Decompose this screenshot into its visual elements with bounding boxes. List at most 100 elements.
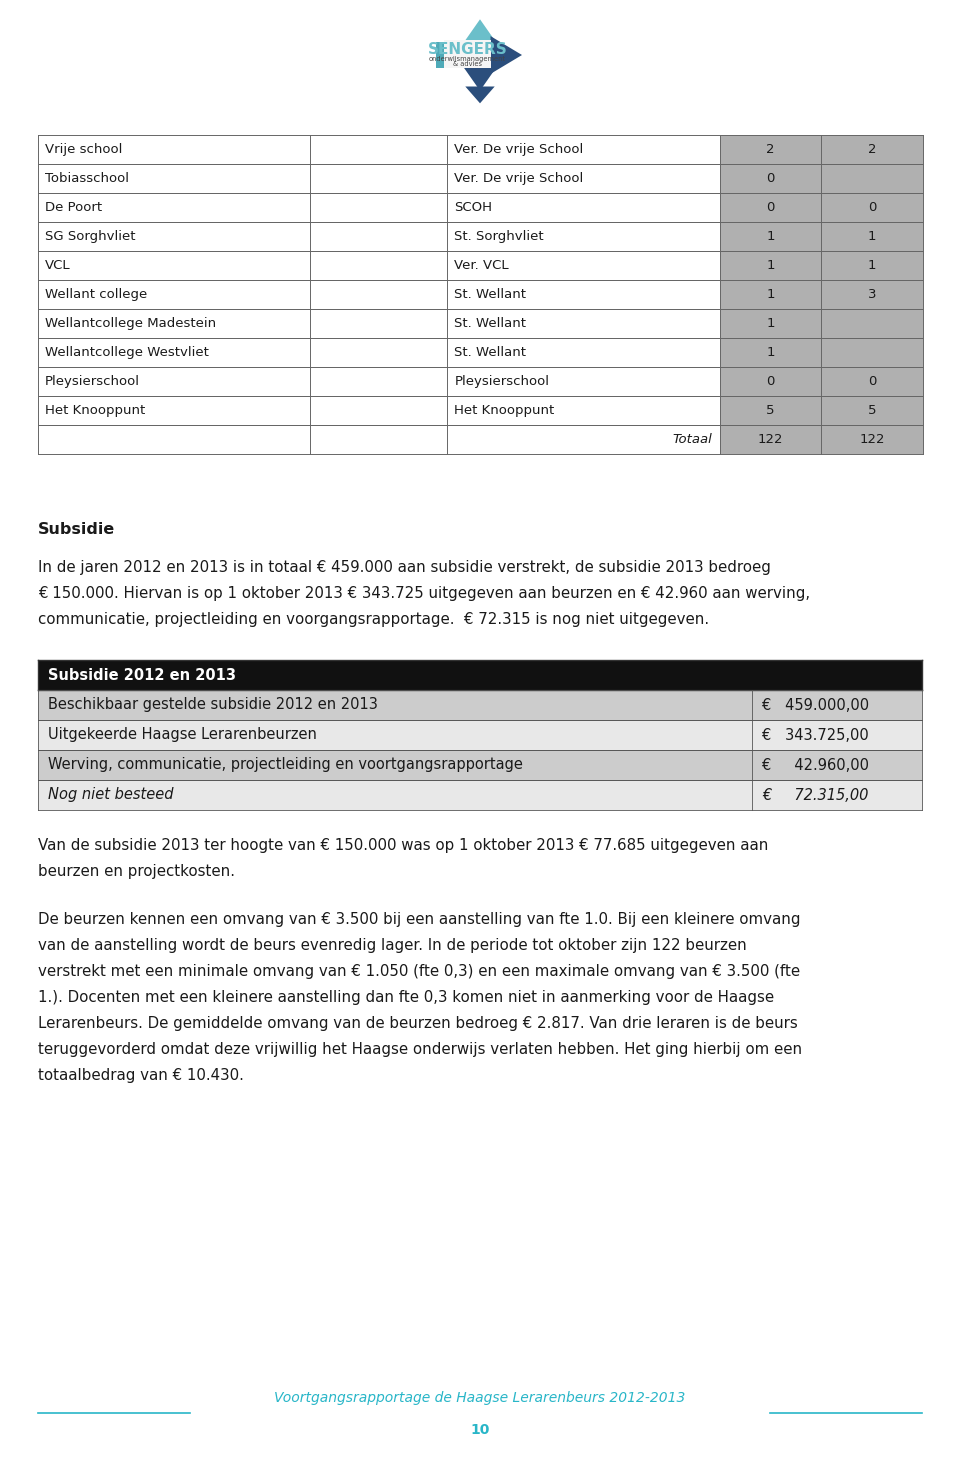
Text: & advies: & advies bbox=[453, 62, 482, 67]
Bar bbox=[720, 280, 821, 309]
Text: teruggevorderd omdat deze vrijwillig het Haagse onderwijs verlaten hebben. Het g: teruggevorderd omdat deze vrijwillig het… bbox=[38, 1042, 803, 1058]
Text: 0: 0 bbox=[868, 375, 876, 388]
Polygon shape bbox=[450, 19, 510, 62]
Text: Pleysierschool: Pleysierschool bbox=[45, 375, 140, 388]
Text: 0: 0 bbox=[868, 201, 876, 214]
Text: Subsidie: Subsidie bbox=[38, 522, 115, 538]
Text: SG Sorghvliet: SG Sorghvliet bbox=[45, 230, 135, 243]
Text: verstrekt met een minimale omvang van € 1.050 (fte 0,3) en een maximale omvang v: verstrekt met een minimale omvang van € … bbox=[38, 964, 800, 979]
Text: van de aanstelling wordt de beurs evenredig lager. In de periode tot oktober zij: van de aanstelling wordt de beurs evenre… bbox=[38, 938, 747, 954]
Bar bbox=[821, 164, 923, 193]
Text: Werving, communicatie, projectleiding en voortgangsrapportage: Werving, communicatie, projectleiding en… bbox=[48, 757, 523, 772]
Bar bbox=[38, 719, 752, 750]
Text: 10: 10 bbox=[470, 1423, 490, 1437]
Text: 2: 2 bbox=[868, 144, 876, 155]
Text: 0: 0 bbox=[766, 171, 775, 185]
Bar bbox=[720, 368, 821, 396]
Bar bbox=[720, 193, 821, 223]
Bar bbox=[821, 368, 923, 396]
Text: € 150.000. Hiervan is op 1 oktober 2013 € 343.725 uitgegeven aan beurzen en € 42: € 150.000. Hiervan is op 1 oktober 2013 … bbox=[38, 586, 810, 601]
Bar bbox=[720, 164, 821, 193]
Text: Ver. De vrije School: Ver. De vrije School bbox=[454, 171, 584, 185]
Text: In de jaren 2012 en 2013 is in totaal € 459.000 aan subsidie verstrekt, de subsi: In de jaren 2012 en 2013 is in totaal € … bbox=[38, 560, 771, 574]
Text: onderwijsmanagement: onderwijsmanagement bbox=[429, 56, 506, 62]
Text: beurzen en projectkosten.: beurzen en projectkosten. bbox=[38, 864, 235, 879]
Text: St. Wellant: St. Wellant bbox=[454, 316, 526, 330]
Bar bbox=[821, 193, 923, 223]
Bar bbox=[720, 396, 821, 425]
Text: 5: 5 bbox=[868, 404, 876, 418]
Text: Van de subsidie 2013 ter hoogte van € 150.000 was op 1 oktober 2013 € 77.685 uit: Van de subsidie 2013 ter hoogte van € 15… bbox=[38, 838, 768, 853]
Text: St. Wellant: St. Wellant bbox=[454, 289, 526, 300]
Bar bbox=[821, 251, 923, 280]
Polygon shape bbox=[491, 37, 522, 73]
Text: Uitgekeerde Haagse Lerarenbeurzen: Uitgekeerde Haagse Lerarenbeurzen bbox=[48, 728, 317, 743]
Text: communicatie, projectleiding en voorgangsrapportage.  € 72.315 is nog niet uitge: communicatie, projectleiding en voorgang… bbox=[38, 612, 709, 627]
Text: Het Knooppunt: Het Knooppunt bbox=[45, 404, 145, 418]
Text: €   343.725,00: € 343.725,00 bbox=[762, 728, 869, 743]
Text: St. Sorghvliet: St. Sorghvliet bbox=[454, 230, 544, 243]
Text: Ver. VCL: Ver. VCL bbox=[454, 259, 509, 272]
Text: Lerarenbeurs. De gemiddelde omvang van de beurzen bedroeg € 2.817. Van drie lera: Lerarenbeurs. De gemiddelde omvang van d… bbox=[38, 1017, 798, 1031]
Text: Vrije school: Vrije school bbox=[45, 144, 122, 155]
Bar bbox=[752, 779, 922, 810]
Text: Voortgangsrapportage de Haagse Lerarenbeurs 2012-2013: Voortgangsrapportage de Haagse Lerarenbe… bbox=[275, 1390, 685, 1405]
Text: 122: 122 bbox=[757, 434, 783, 445]
Text: 3: 3 bbox=[868, 289, 876, 300]
Bar bbox=[720, 135, 821, 164]
Text: 1: 1 bbox=[766, 316, 775, 330]
Bar bbox=[444, 41, 491, 67]
Bar bbox=[720, 309, 821, 338]
Text: Subsidie 2012 en 2013: Subsidie 2012 en 2013 bbox=[48, 668, 236, 683]
Text: Wellantcollege Westvliet: Wellantcollege Westvliet bbox=[45, 346, 209, 359]
Text: 1: 1 bbox=[868, 230, 876, 243]
Text: 1: 1 bbox=[766, 259, 775, 272]
Polygon shape bbox=[450, 48, 510, 91]
Bar bbox=[38, 661, 922, 690]
Text: De beurzen kennen een omvang van € 3.500 bij een aanstelling van fte 1.0. Bij ee: De beurzen kennen een omvang van € 3.500… bbox=[38, 913, 801, 927]
Text: Beschikbaar gestelde subsidie 2012 en 2013: Beschikbaar gestelde subsidie 2012 en 20… bbox=[48, 697, 378, 712]
Bar bbox=[821, 396, 923, 425]
Polygon shape bbox=[466, 86, 494, 104]
Text: 1: 1 bbox=[766, 230, 775, 243]
Text: De Poort: De Poort bbox=[45, 201, 102, 214]
Text: Tobiasschool: Tobiasschool bbox=[45, 171, 129, 185]
Text: 2: 2 bbox=[766, 144, 775, 155]
Text: Nog niet besteed: Nog niet besteed bbox=[48, 788, 174, 803]
Text: Wellantcollege Madestein: Wellantcollege Madestein bbox=[45, 316, 216, 330]
Bar bbox=[821, 338, 923, 368]
Text: Ver. De vrije School: Ver. De vrije School bbox=[454, 144, 584, 155]
Bar bbox=[38, 690, 752, 719]
Text: Het Knooppunt: Het Knooppunt bbox=[454, 404, 555, 418]
Polygon shape bbox=[436, 42, 469, 67]
Bar bbox=[720, 425, 821, 454]
Text: SENGERS: SENGERS bbox=[427, 42, 507, 57]
Bar bbox=[752, 719, 922, 750]
Text: €     42.960,00: € 42.960,00 bbox=[762, 757, 869, 772]
Bar bbox=[720, 223, 821, 251]
Bar bbox=[752, 750, 922, 779]
Bar bbox=[720, 338, 821, 368]
Text: €   459.000,00: € 459.000,00 bbox=[762, 697, 869, 712]
Text: VCL: VCL bbox=[45, 259, 71, 272]
Text: 5: 5 bbox=[766, 404, 775, 418]
Bar bbox=[38, 750, 752, 779]
Text: 1: 1 bbox=[766, 346, 775, 359]
Text: 1: 1 bbox=[766, 289, 775, 300]
Bar bbox=[752, 690, 922, 719]
Bar bbox=[821, 223, 923, 251]
Bar bbox=[821, 425, 923, 454]
Text: SCOH: SCOH bbox=[454, 201, 492, 214]
Text: Totaal: Totaal bbox=[673, 434, 712, 445]
Text: 1: 1 bbox=[868, 259, 876, 272]
Text: 1.). Docenten met een kleinere aanstelling dan fte 0,3 komen niet in aanmerking : 1.). Docenten met een kleinere aanstelli… bbox=[38, 990, 774, 1005]
Bar bbox=[821, 309, 923, 338]
Bar bbox=[720, 251, 821, 280]
Text: 0: 0 bbox=[766, 201, 775, 214]
Text: €     72.315,00: € 72.315,00 bbox=[762, 788, 869, 803]
Text: totaalbedrag van € 10.430.: totaalbedrag van € 10.430. bbox=[38, 1068, 244, 1083]
Text: 0: 0 bbox=[766, 375, 775, 388]
Bar bbox=[821, 280, 923, 309]
Text: St. Wellant: St. Wellant bbox=[454, 346, 526, 359]
Text: 122: 122 bbox=[859, 434, 885, 445]
